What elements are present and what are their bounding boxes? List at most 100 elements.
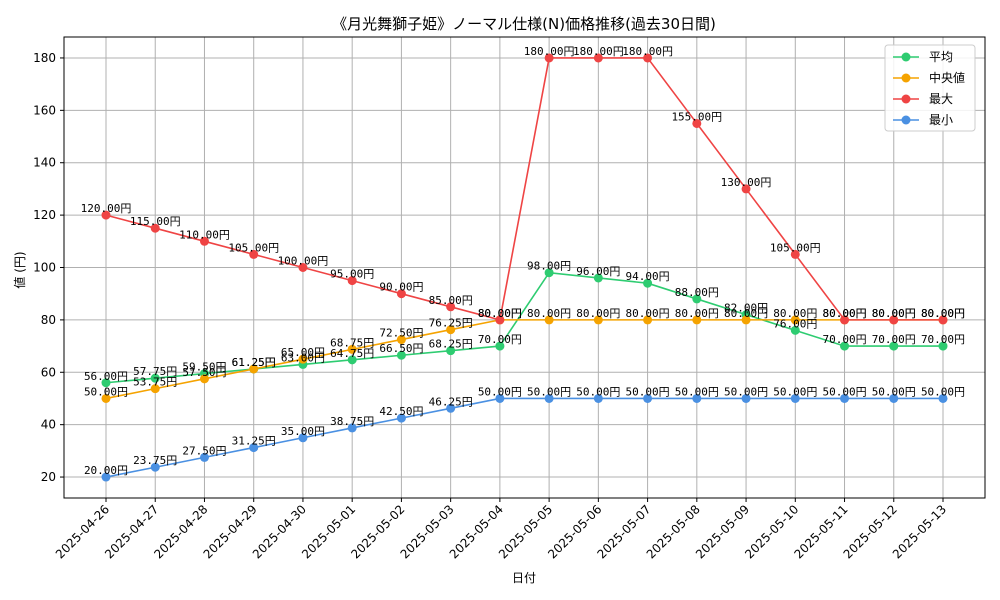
data-label: 80.00円 — [478, 307, 522, 320]
series-point — [396, 289, 406, 299]
series-point — [150, 462, 160, 472]
legend-marker — [901, 115, 911, 125]
data-label: 27.50円 — [182, 444, 226, 457]
data-label: 50.00円 — [626, 385, 670, 398]
data-label: 98.00円 — [527, 260, 571, 273]
series-point — [741, 393, 751, 403]
series-point — [840, 315, 850, 325]
data-label: 115.00円 — [130, 215, 181, 228]
data-label: 50.00円 — [576, 385, 620, 398]
data-label: 50.00円 — [921, 385, 965, 398]
series-point — [643, 53, 653, 63]
data-label: 61.25円 — [232, 356, 276, 369]
series-point — [495, 393, 505, 403]
series-point — [938, 315, 948, 325]
y-tick-label: 80 — [41, 313, 56, 327]
series-point — [593, 393, 603, 403]
series-point — [446, 325, 456, 335]
data-label: 66.50円 — [379, 342, 423, 355]
data-label: 80.00円 — [921, 307, 965, 320]
series-point — [298, 354, 308, 364]
series-point — [446, 403, 456, 413]
data-label: 70.00円 — [921, 333, 965, 346]
legend-marker — [901, 94, 911, 104]
data-label: 61.25円 — [232, 356, 276, 369]
series-point — [396, 335, 406, 345]
data-label: 50.00円 — [822, 385, 866, 398]
data-label: 70.00円 — [822, 333, 866, 346]
y-tick-label: 100 — [33, 261, 56, 275]
data-label: 63.00円 — [281, 351, 325, 364]
series-point — [840, 341, 850, 351]
series-point — [347, 423, 357, 433]
series-point — [446, 302, 456, 312]
series-point — [790, 315, 800, 325]
series-point — [692, 393, 702, 403]
y-axis-label: 値 (円) — [12, 251, 27, 288]
series-point — [692, 118, 702, 128]
series-point — [889, 341, 899, 351]
data-label: 80.00円 — [921, 307, 965, 320]
series-point — [101, 393, 111, 403]
chart-title: 《月光舞獅子姫》ノーマル仕様(N)価格推移(過去30日間) — [332, 15, 716, 33]
data-label: 80.00円 — [576, 307, 620, 320]
series-point — [101, 210, 111, 220]
series-point — [495, 341, 505, 351]
legend-label: 平均 — [929, 50, 953, 64]
data-label: 80.00円 — [675, 307, 719, 320]
series-point — [741, 315, 751, 325]
series-point — [544, 315, 554, 325]
series-point — [938, 341, 948, 351]
data-label: 80.00円 — [478, 307, 522, 320]
series-point — [298, 433, 308, 443]
y-tick-label: 140 — [33, 156, 56, 170]
data-label: 23.75円 — [133, 454, 177, 467]
series-point — [889, 315, 899, 325]
data-label: 80.00円 — [822, 307, 866, 320]
data-label: 31.25円 — [232, 435, 276, 448]
series-point — [101, 378, 111, 388]
series-point — [790, 249, 800, 259]
series-point — [150, 373, 160, 383]
data-label: 82.00円 — [724, 302, 768, 315]
data-label: 57.50円 — [182, 366, 226, 379]
data-label: 130.00円 — [721, 176, 772, 189]
data-label: 50.00円 — [478, 385, 522, 398]
series-point — [692, 294, 702, 304]
y-tick-label: 160 — [33, 103, 56, 117]
legend-box — [884, 44, 976, 132]
series-point — [741, 184, 751, 194]
series-point — [544, 53, 554, 63]
data-label: 180.00円 — [524, 45, 575, 58]
x-axis-label: 日付 — [512, 571, 536, 585]
y-tick-label: 180 — [33, 51, 56, 65]
data-label: 50.00円 — [773, 385, 817, 398]
data-label: 80.00円 — [822, 307, 866, 320]
series-point — [446, 346, 456, 356]
series-point — [150, 384, 160, 394]
data-label: 180.00円 — [622, 45, 673, 58]
y-tick-label: 60 — [41, 365, 56, 379]
data-label: 68.25円 — [429, 338, 473, 351]
series-point — [692, 315, 702, 325]
data-label: 76.25円 — [429, 317, 473, 330]
series-point — [840, 393, 850, 403]
series-point — [199, 374, 209, 384]
data-label: 59.50円 — [182, 361, 226, 374]
data-label: 68.75円 — [330, 336, 374, 349]
data-label: 70.00円 — [872, 333, 916, 346]
data-label: 35.00円 — [281, 425, 325, 438]
data-label: 80.00円 — [872, 307, 916, 320]
series-point — [593, 273, 603, 283]
data-label: 38.75円 — [330, 415, 374, 428]
legend-marker — [901, 73, 911, 83]
series-point — [199, 236, 209, 246]
series-layer — [101, 53, 948, 482]
data-labels: 56.00円 57.75円 59.50円 61.25円 63.00円 64.75円 66.5… — [81, 45, 965, 477]
data-label: 105.00円 — [770, 241, 821, 254]
series-point — [544, 268, 554, 278]
data-label: 56.00円 — [84, 370, 128, 383]
legend-marker — [901, 52, 911, 62]
